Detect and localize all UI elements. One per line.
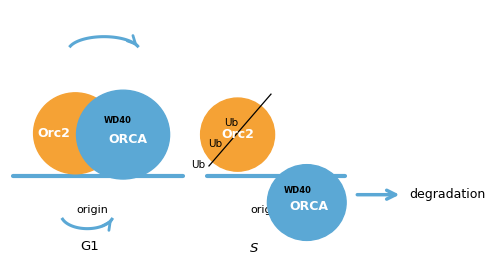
Text: Orc2: Orc2 [221,128,254,141]
Ellipse shape [200,98,274,171]
Text: Orc2: Orc2 [38,127,70,140]
Text: degradation: degradation [410,188,486,201]
Text: WD40: WD40 [284,186,311,195]
Text: S: S [250,242,258,255]
Text: ORCA: ORCA [290,200,329,213]
Ellipse shape [34,93,117,174]
Text: origin: origin [76,205,108,215]
Text: WD40: WD40 [104,116,132,125]
Text: G1: G1 [80,241,99,253]
Text: Ub: Ub [224,118,238,128]
Text: origin: origin [250,205,282,215]
Text: Ub: Ub [208,139,222,149]
Text: ORCA: ORCA [108,133,148,146]
Ellipse shape [268,165,346,241]
Ellipse shape [76,90,170,179]
Text: Ub: Ub [191,160,205,170]
